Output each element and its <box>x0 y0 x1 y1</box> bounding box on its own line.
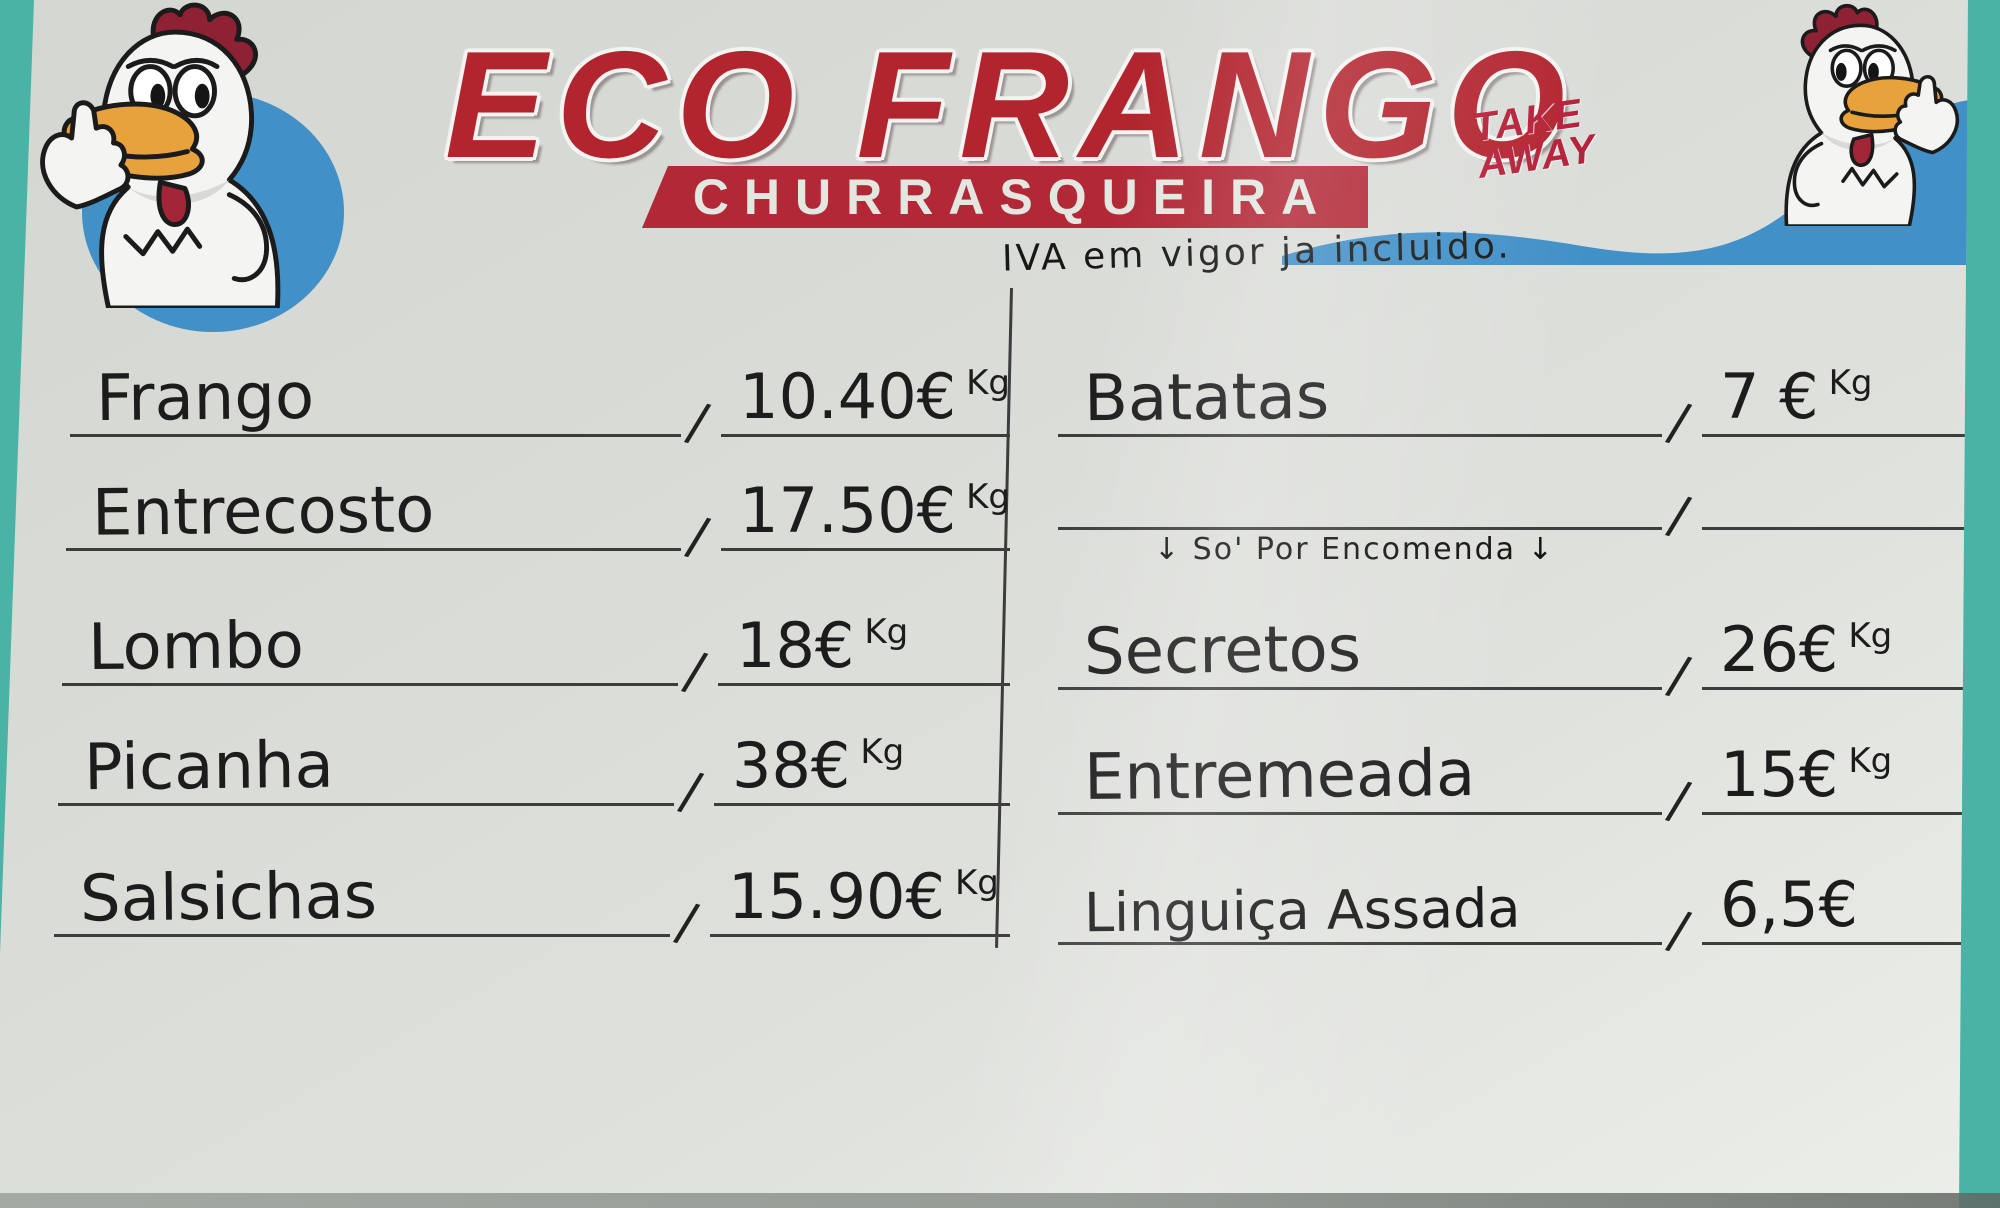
item-name-cell: Frango <box>70 326 682 437</box>
item-name: Linguiça Assada <box>1083 876 1521 945</box>
item-name-cell: Salsichas <box>54 826 670 937</box>
banner-label: CHURRASQUEIRA <box>692 169 1333 225</box>
item-name: Frango <box>95 359 315 437</box>
separator-tick <box>1662 426 1702 530</box>
item-price-cell: 18€ Kg <box>718 573 1010 686</box>
menu-row-lombo: Lombo 18€Kg <box>62 582 1010 686</box>
item-price: 17.50€ <box>739 474 957 547</box>
item-name: Picanha <box>83 728 335 806</box>
item-unit: Kg <box>1828 363 1873 403</box>
item-unit: Kg <box>860 732 905 772</box>
menu-row-picanha: Picanha 38€Kg <box>58 702 1010 806</box>
item-price: 18€ <box>736 609 855 682</box>
menu-row-entremeada: Entremeada 15€Kg <box>1058 711 1968 815</box>
item-name: Entrecosto <box>91 473 435 551</box>
menu-row-batatas: Batatas 7 €Kg <box>1058 333 1968 437</box>
item-name-cell: Picanha <box>58 695 674 806</box>
separator-tick <box>1662 711 1702 815</box>
separator-tick <box>1662 333 1702 437</box>
item-price: 26€ <box>1720 613 1839 686</box>
brand-title: ECO FRANGO <box>444 20 1576 190</box>
item-price-cell: 10.40€ Kg <box>721 324 1010 437</box>
item-unit: Kg <box>864 612 909 652</box>
item-name-cell: Entremeada <box>1058 704 1662 815</box>
item-price: 15.90€ <box>728 860 945 933</box>
order-only-note: ↓ So' Por Encomenda ↓ <box>1154 532 1555 567</box>
separator-tick <box>681 333 721 437</box>
menu-row-linguica: Linguiça Assada 6,5€ <box>1058 841 1968 945</box>
takeaway-label: TAKE AWAY <box>1470 91 1599 186</box>
menu-row-secretos: Secretos 26€Kg <box>1058 586 1968 690</box>
item-name-cell: Secretos <box>1058 579 1662 690</box>
item-unit: Kg <box>1848 741 1893 781</box>
item-name-cell: Entrecosto <box>66 440 682 551</box>
separator-tick <box>674 702 714 806</box>
item-price-cell: 6,5€ <box>1702 832 1968 945</box>
item-unit: Kg <box>966 477 1010 517</box>
item-price-cell: 17.50€ Kg <box>721 438 1010 551</box>
menu-row-frango: Frango 10.40€Kg <box>70 333 1010 437</box>
item-price-cell: 15€ Kg <box>1702 702 1968 815</box>
item-unit: Kg <box>1848 616 1893 656</box>
item-name-cell <box>1058 419 1662 530</box>
separator-tick <box>670 833 710 937</box>
item-name-cell: Batatas <box>1058 326 1662 437</box>
item-price-cell: 38€ Kg <box>714 693 1010 806</box>
chicken-mascot-icon <box>1784 4 1959 226</box>
item-name: Entremeada <box>1083 736 1476 816</box>
item-price-cell: 26€ Kg <box>1702 577 1968 690</box>
item-unit: Kg <box>954 863 999 903</box>
item-name: Lombo <box>87 608 305 686</box>
banner-churrasqueira: CHURRASQUEIRA <box>642 166 1368 228</box>
item-price: 10.40€ <box>739 360 957 433</box>
separator-tick <box>1662 586 1702 690</box>
item-price: 15€ <box>1720 738 1839 811</box>
item-price: 7 € <box>1720 360 1819 433</box>
separator-tick <box>681 447 721 551</box>
separator-tick <box>1662 841 1702 945</box>
item-price-cell <box>1702 417 1968 530</box>
item-price: 38€ <box>732 729 851 802</box>
tax-note: IVA em vigor ja incluido. <box>1001 225 1513 280</box>
menu-row-salsichas: Salsichas 15.90€Kg <box>54 833 1010 937</box>
separator-tick <box>678 582 718 686</box>
item-name-cell: Lombo <box>62 575 678 686</box>
item-name: Secretos <box>1083 612 1362 690</box>
item-name: Salsichas <box>79 859 378 937</box>
menu-row-entrecosto: Entrecosto 17.50€Kg <box>66 447 1010 551</box>
item-unit: Kg <box>966 363 1010 403</box>
chicken-mascot-icon <box>40 2 281 308</box>
item-price-cell: 7 € Kg <box>1702 324 1968 437</box>
item-price: 6,5€ <box>1720 868 1859 941</box>
item-name-cell: Linguiça Assada <box>1058 834 1662 945</box>
menu-row-empty-encomenda: ↓ So' Por Encomenda ↓ <box>1058 426 1968 567</box>
item-price-cell: 15.90€ Kg <box>710 824 1010 937</box>
board-bottom-edge <box>0 1193 2000 1208</box>
